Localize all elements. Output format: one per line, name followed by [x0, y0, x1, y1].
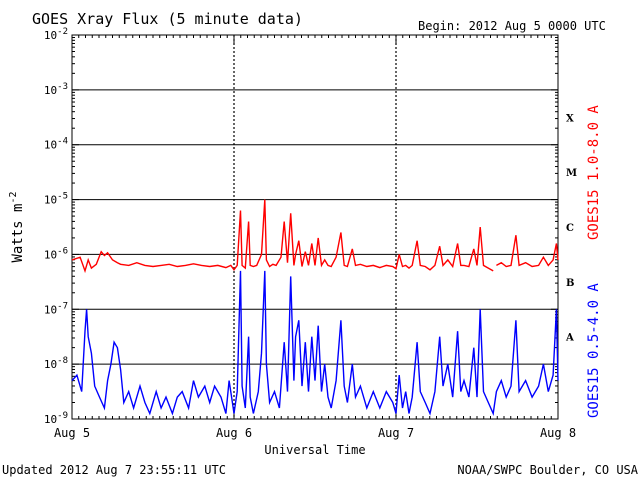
- flare-class-b: B: [566, 278, 574, 289]
- y-tick-label: 10-5: [44, 192, 68, 207]
- flare-class-a: A: [565, 333, 574, 344]
- series-line-0: [71, 199, 494, 274]
- flare-class-m: M: [566, 168, 577, 179]
- y-tick-label: 10-8: [44, 356, 68, 371]
- flare-class-c: C: [566, 223, 574, 234]
- plot-area: [71, 34, 559, 420]
- legend-long-channel: GOES15 1.0-8.0 A: [586, 105, 602, 240]
- y-tick-label: 10-2: [44, 27, 68, 42]
- y-axis-label-sup: -2: [8, 191, 19, 203]
- y-tick-label: 10-7: [44, 301, 68, 316]
- flare-class-x: X: [566, 113, 574, 124]
- y-axis-ticks: 10-2 10-3 10-4 10-5 10-6 10-7 10-8 10-9: [44, 27, 558, 426]
- series-line-0-b: [496, 235, 559, 268]
- begin-time: Begin: 2012 Aug 5 0000 UTC: [418, 19, 606, 33]
- day-separators: [233, 35, 397, 419]
- x-tick-label: Aug 8: [540, 426, 576, 440]
- chart-title: GOES Xray Flux (5 minute data): [32, 10, 303, 28]
- grid-lines: [72, 89, 558, 365]
- series-lines: [71, 199, 559, 416]
- svg-text:Watts m-2: Watts m-2: [8, 191, 26, 262]
- y-axis-title: Watts m-2: [8, 191, 26, 262]
- series-line-1: [71, 270, 559, 416]
- x-tick-label: Aug 5: [54, 426, 90, 440]
- y-tick-label: 10-9: [44, 411, 68, 426]
- x-tick-label: Aug 6: [216, 426, 252, 440]
- credit: NOAA/SWPC Boulder, CO USA: [457, 463, 638, 477]
- updated-time: Updated 2012 Aug 7 23:55:11 UTC: [2, 463, 226, 477]
- y-tick-label: 10-4: [44, 137, 68, 152]
- x-tick-label: Aug 7: [378, 426, 414, 440]
- y-tick-label: 10-3: [44, 82, 68, 97]
- flare-class-labels: X M C B A: [565, 113, 577, 343]
- legend-short-channel: GOES15 0.5-4.0 A: [586, 283, 602, 418]
- x-axis-ticks: Aug 5 Aug 6 Aug 7 Aug 8: [54, 35, 576, 440]
- x-axis-title: Universal Time: [264, 443, 365, 457]
- y-axis-label: Watts m: [10, 204, 26, 263]
- y-tick-label: 10-6: [44, 246, 68, 261]
